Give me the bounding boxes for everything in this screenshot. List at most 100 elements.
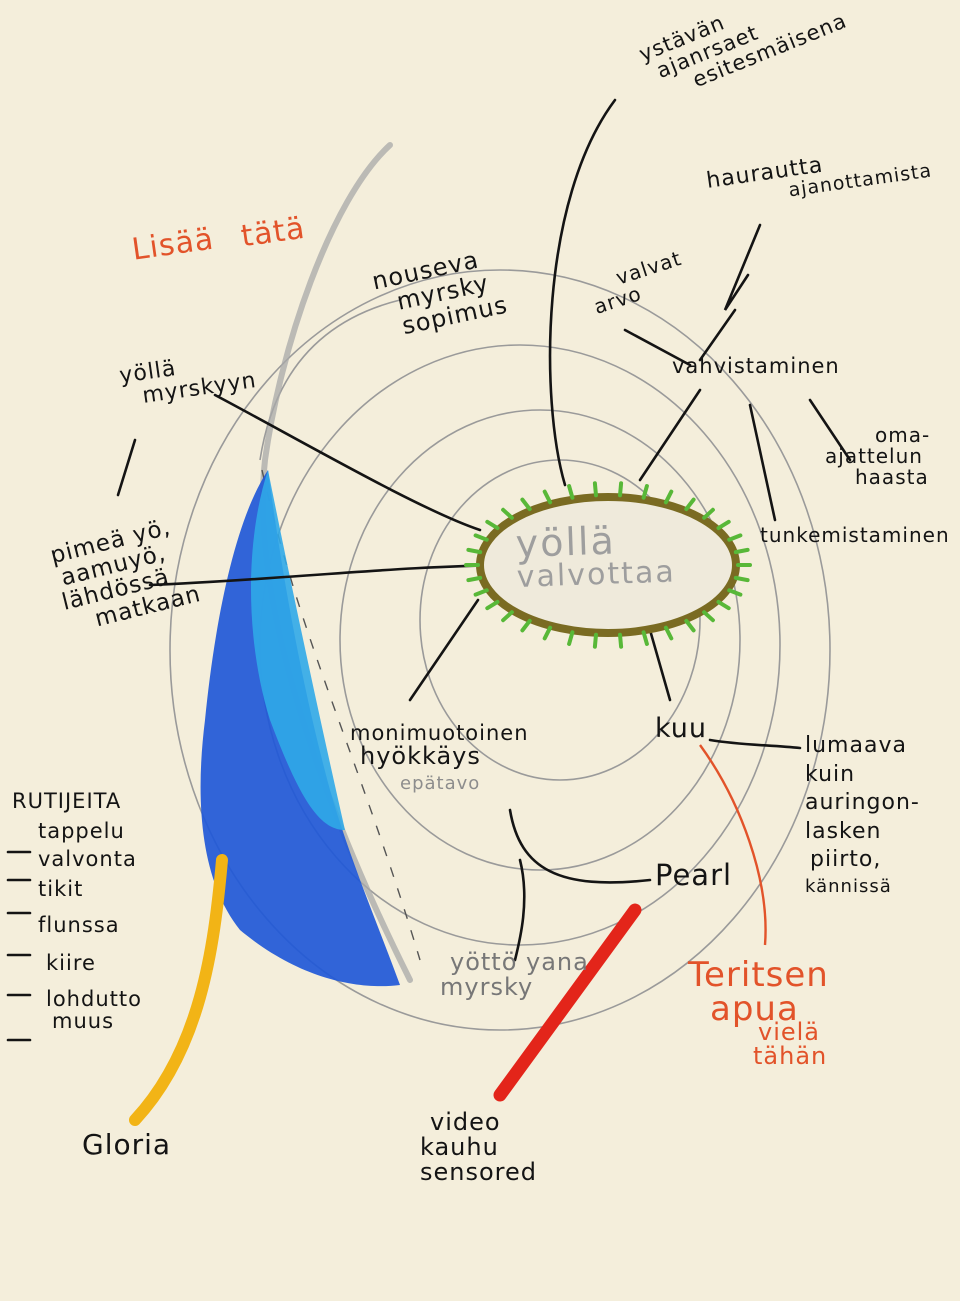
routine-list: RUTIJEITA tappelu valvonta tikit flunssa… (12, 790, 142, 1032)
red-line-kuu (699, 744, 767, 946)
lumaava-4: lasken (805, 818, 882, 844)
label-teritsen: Teritsen apua vielä tähän (688, 958, 829, 1068)
green-spike (727, 588, 743, 597)
routine-item: flunssa (38, 913, 120, 938)
line-hauraus-2 (698, 308, 737, 362)
teritsen-3: vielä (758, 1018, 821, 1046)
label-epatavo: epätavo (400, 773, 481, 794)
yellow-crayon-stroke (129, 854, 228, 1126)
lumaava-3: auringon- (805, 790, 920, 816)
label-pearl: Pearl (655, 858, 733, 892)
routine-item: muus (52, 1009, 115, 1034)
label-kuu: kuu (655, 713, 708, 744)
green-spike (592, 481, 598, 498)
green-spike (641, 630, 649, 646)
green-spike (466, 547, 483, 555)
line-kuu (648, 628, 672, 702)
line-pearl (508, 808, 652, 884)
video-2: kauhu (420, 1133, 499, 1162)
green-spike (473, 533, 489, 542)
green-spike (501, 610, 514, 623)
green-spike (727, 533, 743, 542)
green-spike (485, 599, 500, 611)
green-spike (663, 625, 674, 641)
green-spike (733, 547, 750, 555)
video-1: video (430, 1108, 501, 1136)
green-spike (702, 610, 715, 623)
lumaava-1: lumaava (805, 733, 907, 758)
green-spike (702, 507, 715, 520)
label-tunkeminen: tunkemistaminen (760, 523, 950, 547)
label-oma: oma- ajattelun haasta (820, 425, 930, 488)
label-monimuotoinen: monimuotoinen hyökkäys (350, 722, 529, 769)
routine-item: tappelu (38, 819, 125, 844)
routine-title: RUTIJEITA (12, 789, 122, 813)
label-yotto: yöttö yana myrsky (440, 948, 589, 1002)
green-spike (567, 484, 575, 500)
line-top-right (548, 98, 617, 487)
routine-item: valvonta (38, 847, 137, 872)
center-line-2: valvottaa (516, 554, 677, 595)
concentric-rings (169, 269, 831, 1031)
green-spike (542, 489, 553, 505)
label-gloria: Gloria (82, 1128, 172, 1161)
line-monimuotoinen (408, 598, 480, 702)
video-3: sensored (420, 1158, 538, 1187)
red-crayon-stroke (493, 903, 642, 1102)
teritsen-1: Teritsen (688, 955, 829, 995)
green-spike (542, 625, 553, 641)
line-hauraus (723, 223, 762, 311)
teritsen-4: tähän (753, 1042, 828, 1070)
line-tunkeminen (748, 403, 777, 522)
pencil-arc (259, 299, 401, 461)
blue-crayon-area (200, 470, 400, 987)
routine-item: lohdutto (46, 987, 142, 1012)
line-oma (808, 398, 852, 462)
oma-2: ajattelun (825, 444, 923, 468)
center-blob (464, 481, 752, 649)
line-lumaava (708, 738, 802, 750)
green-spikes (464, 481, 752, 649)
line-yolla-myrskyyn (213, 393, 482, 532)
center-label: yöllä valvottaa (515, 519, 677, 595)
green-spike (473, 588, 489, 597)
lumaava-6: kännissä (805, 875, 892, 897)
green-spike (733, 575, 750, 583)
red-lines (699, 744, 767, 946)
lumaava-5: piirto, (810, 847, 882, 873)
label-lumaava: lumaava kuin auringon- lasken piirto, kä… (805, 732, 920, 898)
monimuotoinen-2: hyökkäys (360, 742, 481, 771)
green-spike (663, 489, 674, 505)
green-spike (684, 497, 696, 512)
label-video: video kauhu sensored (420, 1108, 538, 1187)
green-spike (684, 618, 696, 633)
yotto-2: myrsky (440, 973, 534, 1002)
monimuotoinen-1: monimuotoinen (350, 721, 529, 745)
green-spike (520, 618, 532, 633)
ring-outer (169, 269, 831, 1031)
green-spike (567, 630, 575, 646)
green-spike (641, 484, 649, 500)
line-arvo (623, 328, 692, 367)
oma-1: oma- (875, 423, 931, 447)
routine-dashes (6, 850, 32, 1042)
line-yolla-tick (116, 438, 137, 497)
oma-3: haasta (855, 465, 929, 489)
routine-item: kiire (46, 951, 96, 976)
green-spike (716, 599, 731, 611)
green-spike (501, 507, 514, 520)
green-spike (618, 481, 624, 498)
green-spike (485, 519, 500, 531)
routine-item: tikit (38, 877, 84, 902)
label-vahvistaminen: vahvistaminen (672, 354, 840, 378)
green-spike (618, 632, 624, 649)
line-vahvistaminen (638, 388, 702, 482)
teritsen-2: apua (710, 989, 799, 1029)
line-yotto (513, 858, 526, 962)
lumaava-2: kuin (805, 761, 856, 787)
green-spike (592, 632, 598, 649)
green-spike (716, 519, 731, 531)
yotto-1: yöttö yana (450, 948, 589, 976)
